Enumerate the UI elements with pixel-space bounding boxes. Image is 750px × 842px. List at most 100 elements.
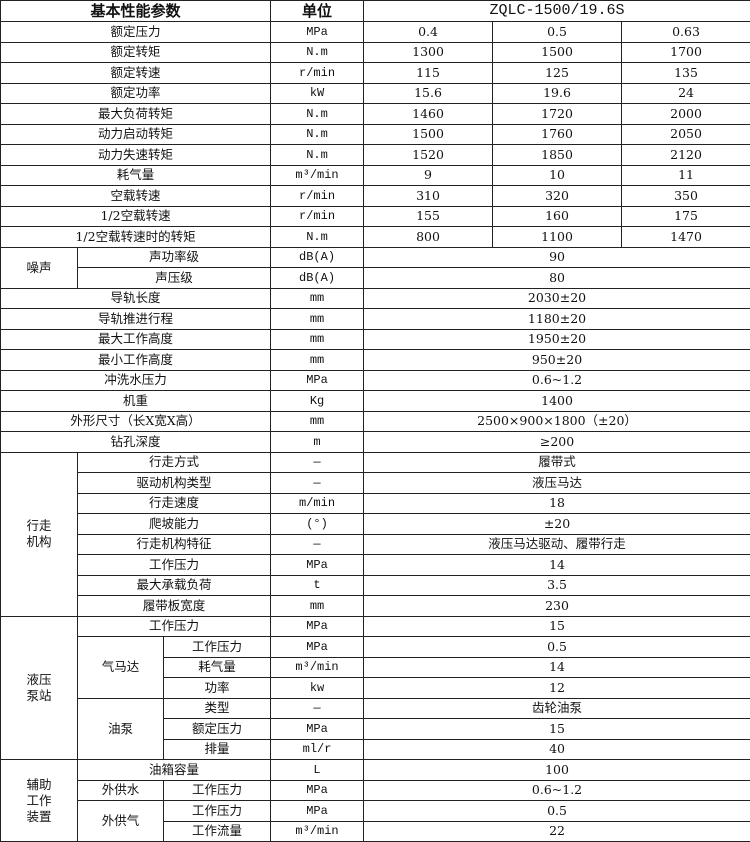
table-row: 行走机构特征—液压马达驱动、履带行走: [1, 534, 750, 555]
param-name: 最大负荷转矩: [1, 104, 271, 125]
value-cell: 230: [364, 596, 750, 617]
param-name: 最大工作高度: [1, 329, 271, 350]
value-cell: 19.6: [493, 83, 622, 104]
header-model: ZQLC-1500/19.6S: [364, 1, 750, 22]
param-name: 工作流量: [164, 821, 271, 842]
unit-cell: m/min: [271, 493, 364, 514]
value-cell: 1300: [364, 42, 493, 63]
unit-cell: mm: [271, 329, 364, 350]
param-name: 额定压力: [1, 22, 271, 43]
value-cell: 2120: [622, 145, 750, 166]
param-name: 额定功率: [1, 83, 271, 104]
unit-cell: Kg: [271, 391, 364, 412]
value-cell: 135: [622, 63, 750, 84]
param-name: 工作压力: [78, 555, 271, 576]
value-cell: 320: [493, 186, 622, 207]
unit-cell: MPa: [271, 22, 364, 43]
value-cell: 1470: [622, 227, 750, 248]
value-cell: 1950±20: [364, 329, 750, 350]
unit-cell: mm: [271, 288, 364, 309]
unit-cell: —: [271, 473, 364, 494]
unit-cell: t: [271, 575, 364, 596]
table-row: 爬坡能力(°)±20: [1, 514, 750, 535]
value-cell: 800: [364, 227, 493, 248]
param-name: 工作压力: [164, 801, 271, 822]
subgroup-air: 外供气: [78, 801, 164, 842]
value-cell: 2500×900×1800（±20）: [364, 411, 750, 432]
unit-cell: m: [271, 432, 364, 453]
param-name: 最大承载负荷: [78, 575, 271, 596]
param-name: 工作压力: [164, 780, 271, 801]
value-cell: 90: [364, 247, 750, 268]
param-name: 钻孔深度: [1, 432, 271, 453]
param-name: 动力失速转矩: [1, 145, 271, 166]
param-name: 外形尺寸（长X宽X高）: [1, 411, 271, 432]
param-name: 额定转矩: [1, 42, 271, 63]
value-cell: 1850: [493, 145, 622, 166]
unit-cell: MPa: [271, 801, 364, 822]
param-name: 耗气量: [1, 165, 271, 186]
value-cell: 1100: [493, 227, 622, 248]
group-auxiliary: 辅助工作装置: [1, 760, 78, 842]
value-cell: 155: [364, 206, 493, 227]
value-cell: 2000: [622, 104, 750, 125]
unit-cell: L: [271, 760, 364, 781]
value-cell: 2030±20: [364, 288, 750, 309]
unit-cell: dB(A): [271, 268, 364, 289]
value-cell: 10: [493, 165, 622, 186]
value-cell: 0.5: [364, 637, 750, 658]
param-name: 导轨长度: [1, 288, 271, 309]
value-cell: 125: [493, 63, 622, 84]
group-hydraulic: 液压泵站: [1, 616, 78, 760]
param-name: 动力启动转矩: [1, 124, 271, 145]
value-cell: 160: [493, 206, 622, 227]
value-cell: 液压马达驱动、履带行走: [364, 534, 750, 555]
param-name: 爬坡能力: [78, 514, 271, 535]
value-cell: 齿轮油泵: [364, 698, 750, 719]
subgroup-oil-pump: 油泵: [78, 698, 164, 760]
param-name: 工作压力: [78, 616, 271, 637]
param-name: 行走速度: [78, 493, 271, 514]
param-name: 1/2空载转速: [1, 206, 271, 227]
unit-cell: MPa: [271, 719, 364, 740]
param-name: 功率: [164, 678, 271, 699]
unit-cell: N.m: [271, 42, 364, 63]
value-cell: 液压马达: [364, 473, 750, 494]
unit-cell: (°): [271, 514, 364, 535]
param-name: 履带板宽度: [78, 596, 271, 617]
group-noise: 噪声: [1, 247, 78, 288]
value-cell: 履带式: [364, 452, 750, 473]
value-cell: 1520: [364, 145, 493, 166]
unit-cell: mm: [271, 411, 364, 432]
value-cell: 2050: [622, 124, 750, 145]
value-cell: 15: [364, 616, 750, 637]
value-cell: 350: [622, 186, 750, 207]
param-name: 类型: [164, 698, 271, 719]
unit-cell: MPa: [271, 555, 364, 576]
param-name: 冲洗水压力: [1, 370, 271, 391]
unit-cell: mm: [271, 350, 364, 371]
param-name: 行走机构特征: [78, 534, 271, 555]
header-param: 基本性能参数: [1, 1, 271, 22]
unit-cell: MPa: [271, 637, 364, 658]
value-cell: 1180±20: [364, 309, 750, 330]
param-name: 油箱容量: [78, 760, 271, 781]
